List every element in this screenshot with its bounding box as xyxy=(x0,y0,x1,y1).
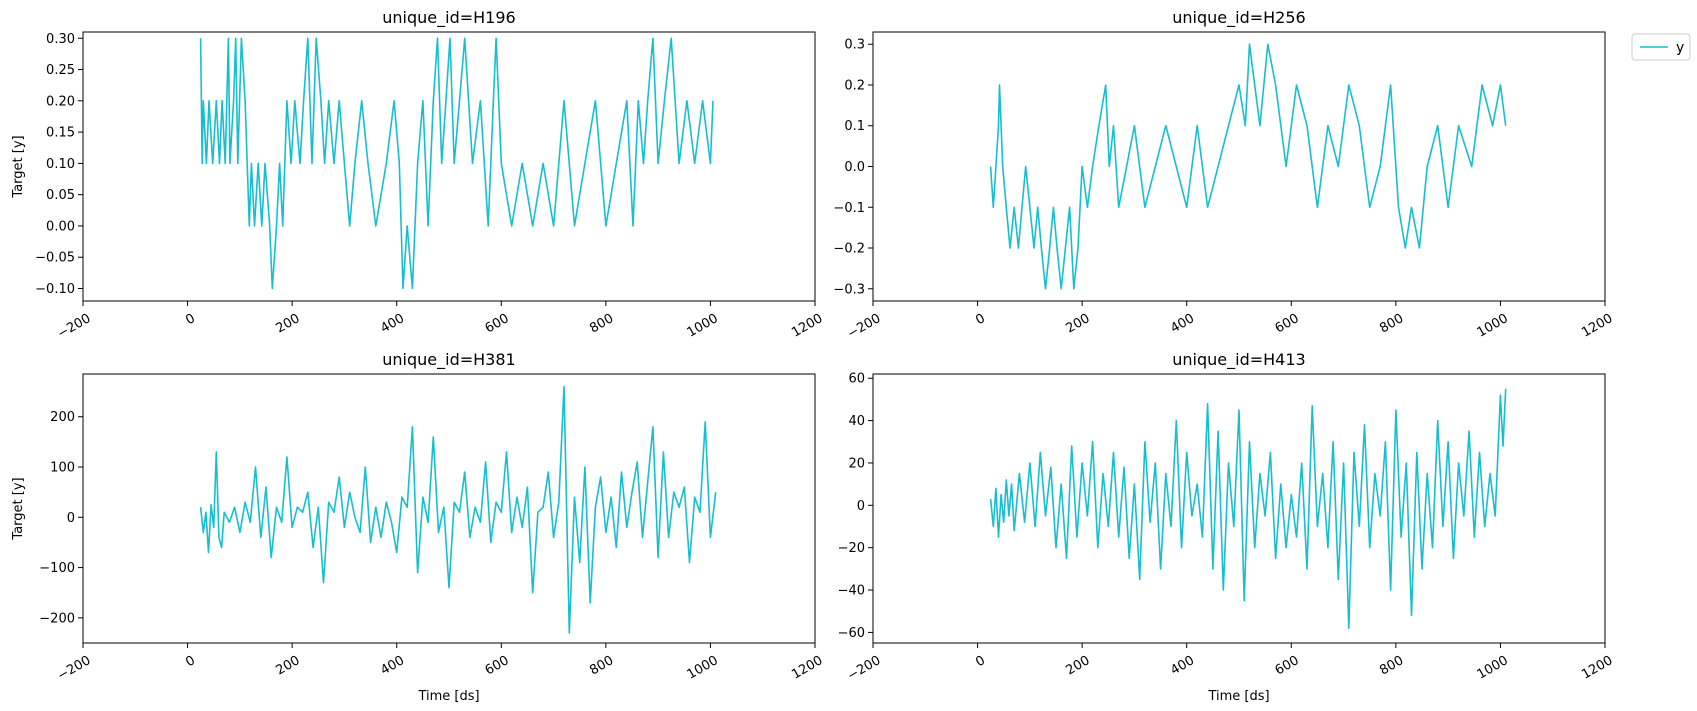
y-tick-label: −20 xyxy=(838,541,865,556)
series-line-y xyxy=(199,385,717,634)
x-tick-label: 1200 xyxy=(1579,311,1615,341)
x-axis-label: Time [ds] xyxy=(417,689,479,704)
x-tick-label: 0 xyxy=(183,653,198,670)
y-tick-label: 0.3 xyxy=(844,38,865,53)
y-tick-label: −0.3 xyxy=(833,282,865,297)
x-tick-label: 600 xyxy=(1273,653,1302,678)
y-tick-label: 100 xyxy=(50,461,75,476)
x-tick-label: 200 xyxy=(1064,653,1093,678)
y-tick-label: 200 xyxy=(50,410,75,425)
legend: y xyxy=(1631,33,1691,61)
y-tick-label: −200 xyxy=(39,611,75,626)
y-tick-label: 0 xyxy=(857,499,865,514)
y-axis-label: Target [y] xyxy=(11,477,26,540)
x-tick-label: 1000 xyxy=(685,653,721,683)
x-tick-label: 400 xyxy=(1168,653,1197,678)
panel-title: unique_id=H381 xyxy=(382,350,515,370)
x-tick-label: 600 xyxy=(483,311,512,336)
y-tick-label: 0.30 xyxy=(46,32,75,47)
x-tick-label: 600 xyxy=(1273,311,1302,336)
x-tick-label: 400 xyxy=(378,653,407,678)
x-tick-label: 1200 xyxy=(789,311,825,341)
x-axis-label: Time [ds] xyxy=(1207,689,1269,704)
x-tick-label: 800 xyxy=(1377,311,1406,336)
x-tick-label: −200 xyxy=(845,311,883,342)
panel-title: unique_id=H256 xyxy=(1172,8,1305,28)
y-tick-label: 0.10 xyxy=(46,157,75,172)
y-tick-label: 0.20 xyxy=(46,94,75,109)
panel-2: −0.3 −0.2 −0.1 0.0 0.1 0.2 0.3 −200 0 200 400 600 80… xyxy=(833,8,1615,342)
x-tick-label: −200 xyxy=(55,653,93,684)
panel-title: unique_id=H413 xyxy=(1172,350,1305,370)
x-tick-label: 1000 xyxy=(1475,653,1511,683)
x-tick-label: 1000 xyxy=(685,311,721,341)
x-tick-label: 1000 xyxy=(1475,311,1511,341)
y-tick-label: −0.10 xyxy=(35,282,75,297)
y-tick-label: 0.25 xyxy=(46,63,75,78)
y-tick-label: 0.15 xyxy=(46,126,75,141)
x-tick-label: 800 xyxy=(1377,653,1406,678)
x-tick-label: 0 xyxy=(183,311,198,328)
y-axis-label: Target [y] xyxy=(11,135,26,198)
y-tick-label: 60 xyxy=(848,372,865,387)
x-tick-label: 200 xyxy=(1064,311,1093,336)
panel-title: unique_id=H196 xyxy=(382,8,515,28)
y-tick-label: 20 xyxy=(848,456,865,471)
series-line-y xyxy=(989,388,1507,630)
x-tick-label: 200 xyxy=(274,653,303,678)
x-tick-label: 200 xyxy=(274,311,303,336)
y-tick-label: −0.05 xyxy=(35,251,75,266)
series-line-y xyxy=(989,43,1507,290)
x-tick-label: −200 xyxy=(55,311,93,342)
y-tick-label: 0.1 xyxy=(844,119,865,134)
y-tick-label: −60 xyxy=(838,626,865,641)
y-tick-label: 0.05 xyxy=(46,188,75,203)
x-tick-label: 800 xyxy=(587,653,616,678)
x-tick-label: 800 xyxy=(587,311,616,336)
x-tick-label: 400 xyxy=(1168,311,1197,336)
y-tick-label: 40 xyxy=(848,414,865,429)
y-tick-label: 0.2 xyxy=(844,78,865,93)
x-tick-label: 400 xyxy=(378,311,407,336)
panel-3: −200 −100 0 100 200 −200 0 200 400 600 800 1000 1200… xyxy=(11,350,825,704)
y-tick-label: 0 xyxy=(67,511,75,526)
plot-frame xyxy=(872,31,1606,302)
x-tick-label: −200 xyxy=(845,653,883,684)
series-line-y xyxy=(199,37,714,290)
y-tick-label: 0.0 xyxy=(844,160,865,175)
panel-1: −0.10 −0.05 0.00 0.05 0.10 0.15 0.20 0.25 0.30 −2… xyxy=(11,8,825,342)
y-tick-label: −0.2 xyxy=(833,242,865,257)
y-tick-label: −40 xyxy=(838,584,865,599)
x-tick-label: 1200 xyxy=(1579,653,1615,683)
x-tick-label: 1200 xyxy=(789,653,825,683)
y-tick-label: 0.00 xyxy=(46,219,75,234)
y-tick-label: −100 xyxy=(39,561,75,576)
legend-label: y xyxy=(1676,40,1684,56)
plot-frame xyxy=(82,31,816,302)
x-tick-label: 600 xyxy=(483,653,512,678)
plot-frame xyxy=(82,373,816,644)
x-tick-label: 0 xyxy=(973,653,988,670)
x-tick-label: 0 xyxy=(973,311,988,328)
y-tick-label: −0.1 xyxy=(833,201,865,216)
